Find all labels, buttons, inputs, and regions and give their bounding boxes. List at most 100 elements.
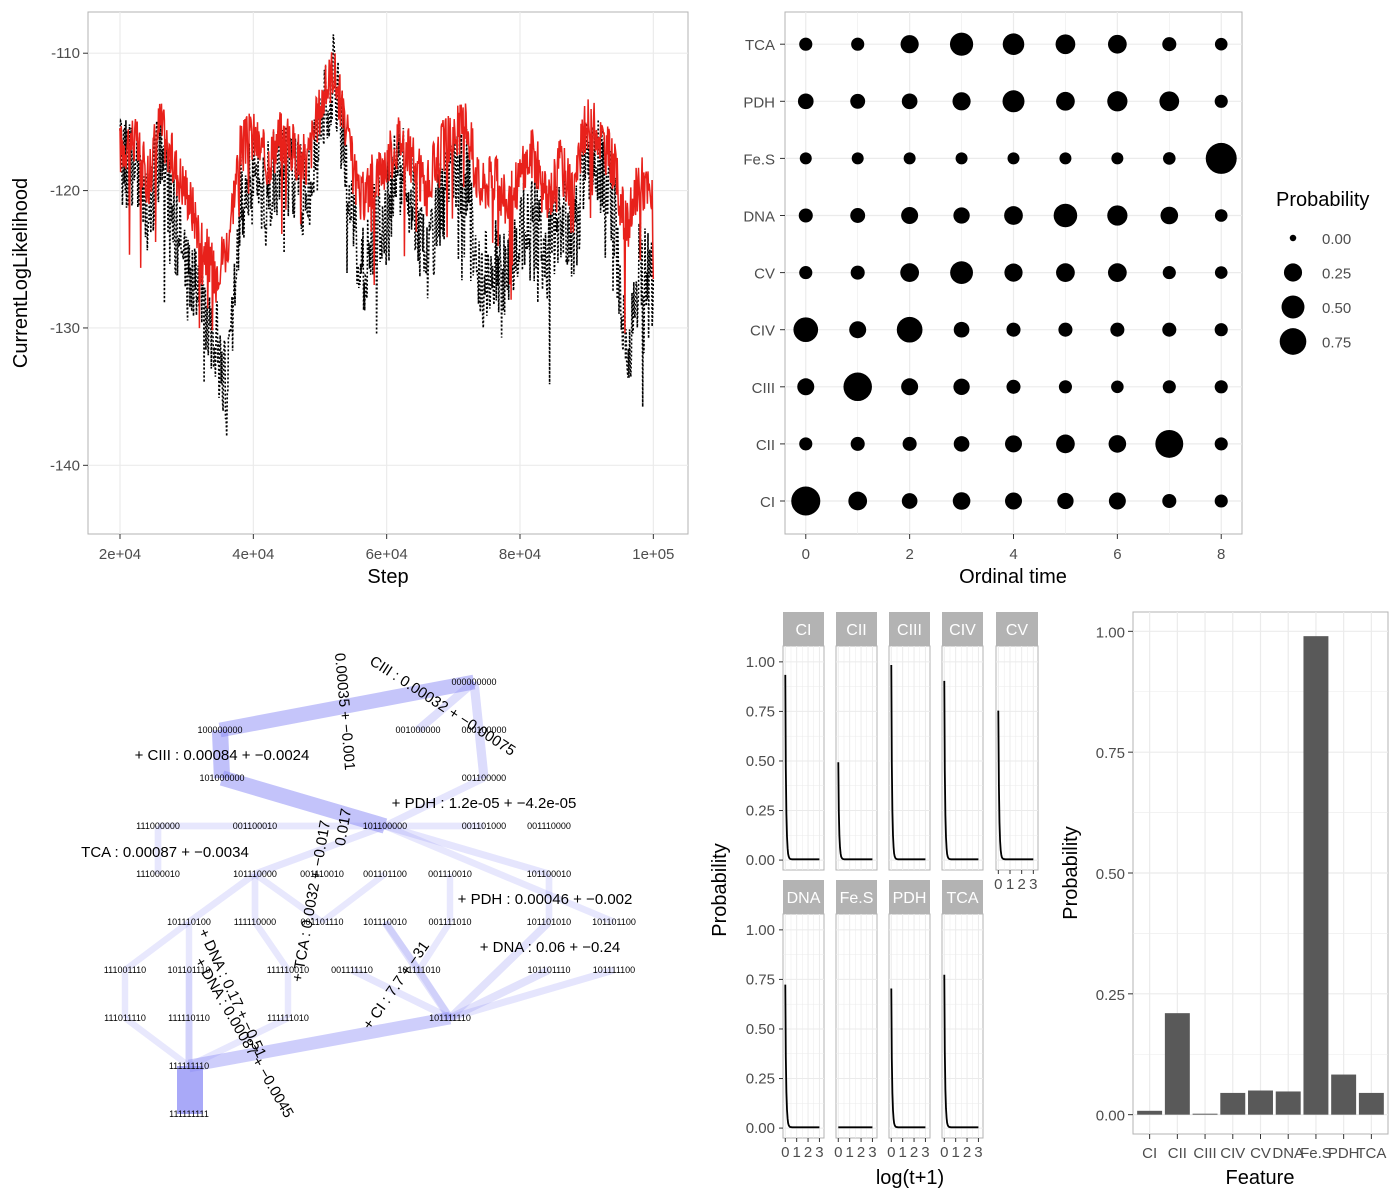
facet-panel-bg [888,913,931,1139]
bubble-point [1108,492,1126,510]
facet-dna: DNA 0.00 0.25 0.50 0.75 1.00 0 1 2 3 [746,880,825,1161]
legend-label: 0.25 [1322,266,1351,283]
bubble-point [1214,494,1228,508]
x-tick-label: 8e+04 [499,546,541,563]
edge-label: + DNA : 0.17 + −0.51 [195,926,270,1061]
bar-cii [1164,1013,1190,1115]
state-node-label: 001101000 [462,821,506,831]
transition-edge [449,966,615,1022]
bubble-point [1111,152,1124,165]
transition-edge [123,919,191,973]
probability-curve [837,762,873,861]
bubble-point [793,317,819,343]
probability-legend: Probability 0.00 0.25 0.50 0.75 [1276,189,1369,355]
bubble-point [1005,492,1022,510]
bubble-point [1002,33,1025,55]
bubble-point [850,436,865,451]
x-tick-label: CIV [1220,1145,1245,1162]
x-tick-label: 3 [974,1144,982,1161]
y-tick-label: 0.00 [1096,1108,1125,1125]
bubble-point [849,321,867,339]
bar-tca [1358,1092,1384,1115]
facet-panel-bg [888,645,931,871]
bar-civ [1220,1092,1246,1115]
y-tick-label: 0.75 [746,703,775,720]
x-tick-label: 2e+04 [99,546,141,563]
bubble-point [848,491,868,511]
facet-strip [783,880,824,914]
bubble-point [1214,37,1228,51]
facet-panel-bg [941,645,984,871]
bubble-point [798,208,813,223]
bubble-point [1059,152,1072,165]
bubble-point [851,152,864,165]
x-tick-label: CV [1250,1145,1271,1162]
probability-curve [890,988,926,1129]
facet-tca: TCA 0 1 2 3 [940,880,984,1161]
y-tick-label: Fe.S [743,151,775,168]
bubble-x-title: Ordinal time [959,566,1067,588]
bubble-point [1162,37,1177,52]
x-tick-label: 1 [845,1144,853,1161]
x-tick-label: 1 [792,1144,800,1161]
bubble-point [952,92,971,111]
x-tick-label: 0 [940,1144,948,1161]
facet-strip-label: CI [796,622,812,639]
bubble-point [1214,266,1228,279]
y-tick-label: DNA [743,209,775,226]
facet-panel-bg [782,913,825,1139]
bubble-point [901,93,918,110]
x-tick-label: CI [1142,1145,1157,1162]
bubble-point [900,263,919,282]
transition-edge [320,871,387,925]
bubble-point [799,37,813,51]
edge-label: TCA : 0.00087 + −0.0034 [81,844,249,861]
bubble-point [1004,206,1023,225]
bubble-point [1058,380,1072,394]
bar-ci [1137,1110,1163,1115]
bubble-point [1004,263,1023,282]
bubble-point [896,316,923,343]
bar-fe-s [1303,636,1329,1115]
x-tick-label: 1 [898,1144,906,1161]
legend-label: 0.50 [1322,300,1351,317]
y-tick-label: 0.00 [746,852,775,869]
state-node-label: 001100010 [233,821,277,831]
facet-civ: CIV [941,612,984,871]
y-tick-label: 0.50 [746,1021,775,1038]
y-tick-label: -140 [50,457,80,474]
trace-x-title: Step [367,566,408,588]
state-node-label: 000100000 [461,725,506,735]
bubble-point [1058,322,1073,337]
y-tick-label: 1.00 [746,654,775,671]
transition-edge [253,871,324,925]
bubble-point [903,152,916,165]
legend-key [1279,328,1307,355]
facet-panel-bg [835,913,878,1139]
transition-edge [252,920,291,972]
x-tick-label: 0 [994,876,1002,893]
facet-cv: CV 0 1 2 3 [994,612,1039,893]
bubble-point [900,35,919,54]
bubble-point [949,32,974,56]
x-tick-label: 1e+05 [632,546,674,563]
facet-strip [836,612,877,646]
y-tick-label: -110 [51,45,80,62]
bubble-point [850,208,866,223]
bubble-point [799,266,813,280]
x-tick-label: 0 [802,546,810,563]
x-tick-label: PDH [1328,1145,1360,1162]
y-tick-label: 0.50 [1096,866,1125,883]
bubble-point [1110,322,1125,337]
x-tick-label: 2 [804,1144,812,1161]
state-node-label: 001110010 [300,869,344,879]
bubble-point [953,207,970,224]
bubble-point [901,378,919,396]
bubble-point [1155,429,1184,458]
x-tick-label: TCA [1356,1145,1386,1162]
state-node-label: 101100010 [527,869,571,879]
x-tick-label: 2 [905,546,913,563]
legend-key [1289,234,1297,242]
transition-edge [416,920,453,972]
